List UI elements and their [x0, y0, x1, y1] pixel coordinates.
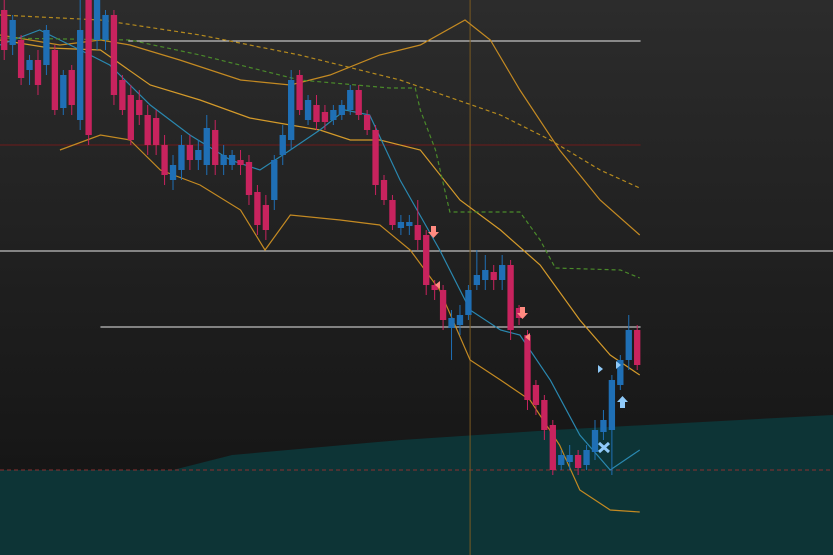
candle-body [439, 290, 447, 320]
candle-body [448, 318, 455, 328]
candle-body [1, 10, 8, 50]
candle-body [355, 90, 362, 115]
candle-body [591, 430, 599, 452]
candle-body [178, 145, 185, 170]
candle-body [406, 222, 413, 226]
marker [525, 333, 530, 341]
candle-body [566, 455, 573, 462]
candle-body [549, 425, 556, 470]
candle-body [60, 75, 67, 108]
candle-body [102, 15, 109, 40]
candle-body [583, 450, 590, 465]
candle-body [558, 455, 565, 465]
buy-arrow [617, 396, 628, 408]
candle-body [186, 145, 194, 160]
candle-body [296, 75, 303, 110]
candle-body [237, 160, 244, 165]
candle-body [414, 225, 421, 240]
candle-body [363, 115, 371, 130]
candle-body [169, 165, 177, 180]
candle-body [195, 150, 202, 160]
candle-body [34, 60, 42, 85]
candle-body [532, 385, 540, 405]
indicator-line [59, 134, 640, 513]
candle-body [541, 400, 548, 430]
sell-arrow [428, 226, 439, 238]
exit-mark [597, 441, 611, 454]
candle-body [372, 130, 379, 185]
candle-body [144, 115, 151, 145]
candle-body [93, 0, 101, 40]
marker [598, 365, 603, 373]
candle-body [482, 270, 489, 280]
candle-body [473, 275, 481, 285]
candle-body [245, 162, 253, 195]
candle-body [321, 112, 329, 122]
candle-body [85, 0, 92, 135]
indicator-line [0, 37, 640, 279]
candle-body [9, 20, 16, 45]
candle-body [288, 80, 295, 140]
candle-body [161, 145, 168, 175]
candle-body [271, 160, 278, 200]
candle-body [220, 155, 227, 165]
candle-body [17, 40, 25, 78]
candle-body [136, 100, 143, 115]
candle-body [465, 290, 472, 315]
candle-body [600, 420, 607, 432]
candle-body [330, 110, 337, 120]
candle-body [490, 272, 497, 280]
candle-body [617, 360, 624, 385]
indicator-line [0, 39, 641, 376]
candle-body [304, 100, 312, 120]
volume-area [0, 415, 833, 555]
candle-body [212, 130, 219, 165]
sell-arrow [517, 307, 528, 319]
marker [435, 281, 440, 289]
candle-body [524, 335, 531, 400]
candle-body [152, 118, 160, 145]
candle-body [110, 15, 118, 95]
candle-body [423, 235, 430, 285]
candle-body [634, 330, 641, 365]
candle-body [51, 50, 59, 110]
candle-body [397, 222, 405, 228]
candle-body [507, 265, 514, 330]
candle-body [68, 70, 75, 105]
candle-body [456, 315, 464, 325]
candle-body [262, 205, 270, 230]
candle-body [279, 135, 286, 155]
candle-body [228, 155, 236, 165]
candle-body [574, 455, 582, 468]
indicator-line [0, 29, 641, 471]
marker [616, 361, 621, 369]
candle-body [498, 265, 506, 280]
candle-body [313, 105, 320, 122]
indicator-line [0, 14, 640, 189]
candle-body [431, 285, 438, 290]
candle-body [389, 200, 396, 225]
candle-body [119, 80, 126, 110]
candle-body [347, 90, 354, 110]
candle-body [77, 30, 84, 120]
signals [428, 226, 628, 454]
candle-body [338, 105, 345, 115]
candle-body [625, 330, 632, 360]
candle-body [608, 380, 616, 430]
candle-body [254, 192, 261, 225]
candle-body [127, 95, 134, 140]
candle-body [43, 30, 50, 65]
candle-body [26, 60, 33, 70]
candle-body [380, 180, 388, 200]
candle-body [203, 128, 210, 165]
